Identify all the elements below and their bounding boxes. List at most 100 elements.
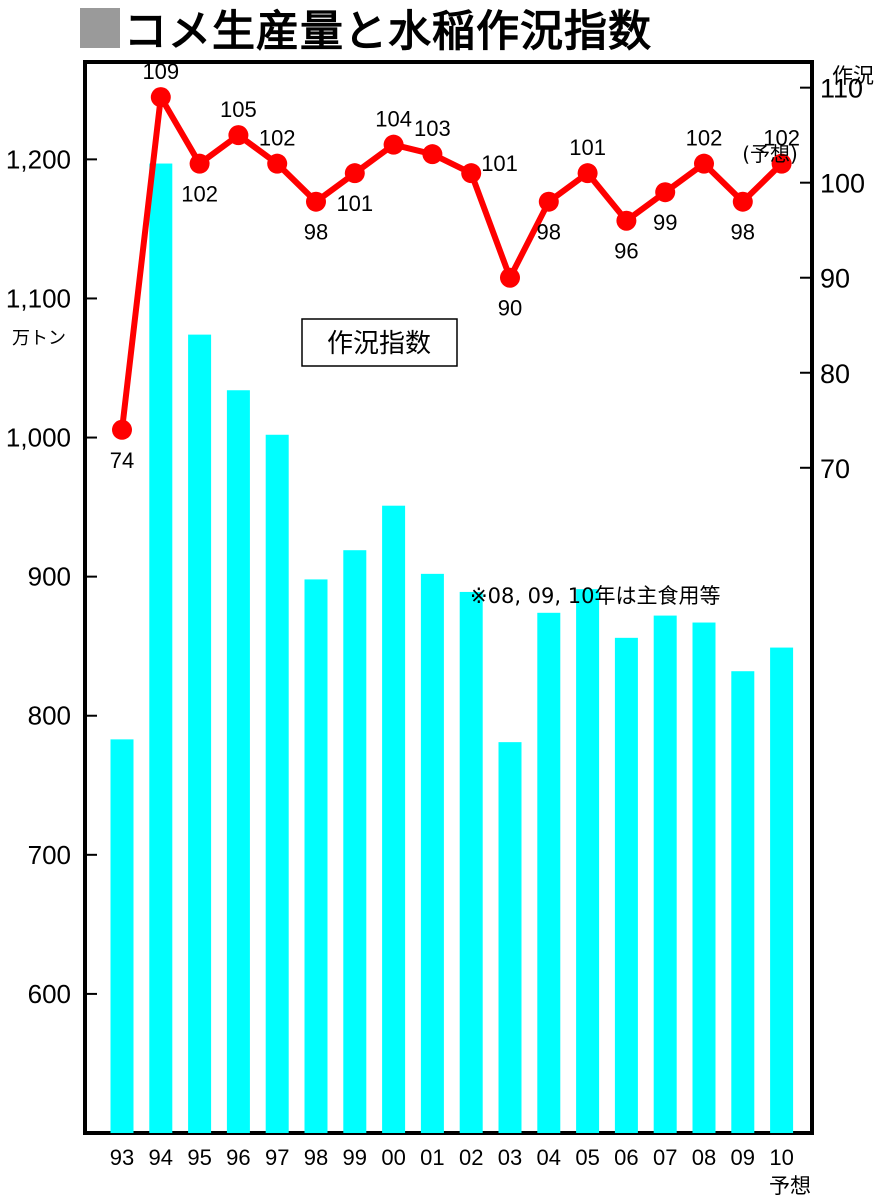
bar-03: [498, 742, 522, 1133]
right-tick-label: 70: [820, 454, 850, 484]
x-label: 98: [304, 1145, 328, 1170]
bar-97: [265, 434, 289, 1133]
x-axis-labels: 93 94 95 96 97 98 99 00 01 02 03 04 05 06 07 08 09 10: [110, 1145, 794, 1170]
x-label: 95: [187, 1145, 211, 1170]
bar-02: [459, 591, 483, 1133]
x-label: 96: [226, 1145, 250, 1170]
index-point: [616, 210, 637, 231]
index-point: [306, 191, 326, 212]
index-point: [577, 163, 598, 184]
right-axis-label: 作況: [832, 64, 874, 88]
left-tick-label: 900: [28, 562, 71, 592]
index-point: [422, 144, 443, 165]
title-text: コメ生産量と水稲作況指数: [124, 7, 652, 57]
index-value-label: 105: [220, 97, 257, 122]
index-point: [189, 153, 210, 174]
right-tick-label: 80: [820, 359, 850, 389]
index-point: [655, 182, 676, 203]
x-label: 04: [537, 1145, 561, 1170]
index-value-label: 98: [537, 220, 561, 245]
index-point: [228, 125, 249, 146]
bar-10: [770, 647, 794, 1133]
index-point: [150, 87, 171, 108]
plot-frame: [83, 60, 814, 1135]
bar-05: [576, 589, 600, 1133]
index-value-label: 74: [110, 448, 134, 473]
legend-box: [301, 318, 458, 367]
index-point: [267, 153, 288, 174]
index-value-label: 98: [304, 220, 328, 245]
x-label: 93: [110, 1145, 134, 1170]
index-value-label: 101: [336, 191, 373, 216]
x-label: 99: [343, 1145, 367, 1170]
x-label: 03: [498, 1145, 522, 1170]
bar-08: [692, 622, 716, 1133]
index-value-label: 98: [731, 220, 755, 245]
bar-01: [420, 573, 444, 1133]
index-point: [112, 419, 132, 440]
bar-00: [382, 505, 406, 1133]
right-tick-label: 110: [820, 74, 863, 104]
left-tick-label: 800: [28, 701, 71, 731]
x-label: 02: [459, 1145, 483, 1170]
x-sublabel-forecast: 予想: [769, 1174, 811, 1198]
index-value-label: 102: [181, 182, 218, 207]
index-point: [732, 191, 753, 212]
x-label: 01: [420, 1145, 444, 1170]
index-value-label: 102: [686, 126, 723, 151]
index-value-label: 102: [763, 126, 800, 151]
left-axis-unit: 万トン: [12, 328, 66, 349]
x-label: 97: [265, 1145, 289, 1170]
bar-07: [653, 615, 677, 1133]
left-tick-label: 1,000: [6, 423, 71, 453]
index-value-label: 96: [614, 239, 638, 264]
x-label: 05: [575, 1145, 599, 1170]
right-tick-label: 90: [820, 264, 850, 294]
x-label: 06: [614, 1145, 638, 1170]
x-label: 08: [692, 1145, 716, 1170]
right-axis: 70 80 90 100 110: [800, 74, 865, 484]
left-tick-label: 600: [28, 979, 71, 1009]
left-tick-label: 1,100: [6, 283, 71, 313]
index-value-label: 90: [498, 296, 522, 321]
bar-06: [614, 637, 638, 1133]
index-point: [538, 191, 559, 212]
x-label: 09: [731, 1145, 755, 1170]
production-bars: [110, 163, 794, 1134]
x-label: 07: [653, 1145, 677, 1170]
bar-93: [110, 739, 134, 1133]
left-tick-label: 700: [28, 840, 71, 870]
bar-99: [343, 550, 367, 1133]
bar-95: [188, 334, 212, 1134]
x-label: 00: [381, 1145, 405, 1170]
index-point: [771, 153, 792, 174]
index-value-label: 109: [142, 59, 179, 84]
index-value-label: 104: [375, 107, 412, 132]
bar-04: [537, 612, 561, 1133]
forecast-note: (予想): [742, 142, 798, 166]
index-line: [119, 94, 784, 431]
chart-title: コメ生産量と水稲作況指数: [80, 0, 652, 57]
index-point: [461, 163, 482, 184]
x-label: 10: [769, 1145, 793, 1170]
left-tick-label: 1,200: [6, 144, 71, 174]
bar-98: [304, 579, 328, 1133]
bar-96: [226, 390, 250, 1134]
x-label: 94: [149, 1145, 173, 1170]
title-square-icon: [80, 8, 120, 48]
left-axis: 600 700 800 900 1,000 1,100 1,200: [6, 144, 97, 1009]
right-tick-label: 100: [820, 169, 865, 199]
index-point: [383, 134, 404, 155]
index-value-label: 99: [653, 210, 677, 235]
bar-09: [731, 671, 755, 1133]
bar-94: [149, 163, 173, 1133]
index-point: [344, 163, 365, 184]
index-value-label: 102: [259, 126, 296, 151]
index-point: [694, 153, 714, 174]
index-value-label: 103: [414, 116, 451, 141]
annotation-note: ※08, 09, 10年は主食用等: [470, 584, 720, 608]
legend-label: 作況指数: [327, 329, 431, 359]
index-value-label: 101: [481, 151, 518, 176]
